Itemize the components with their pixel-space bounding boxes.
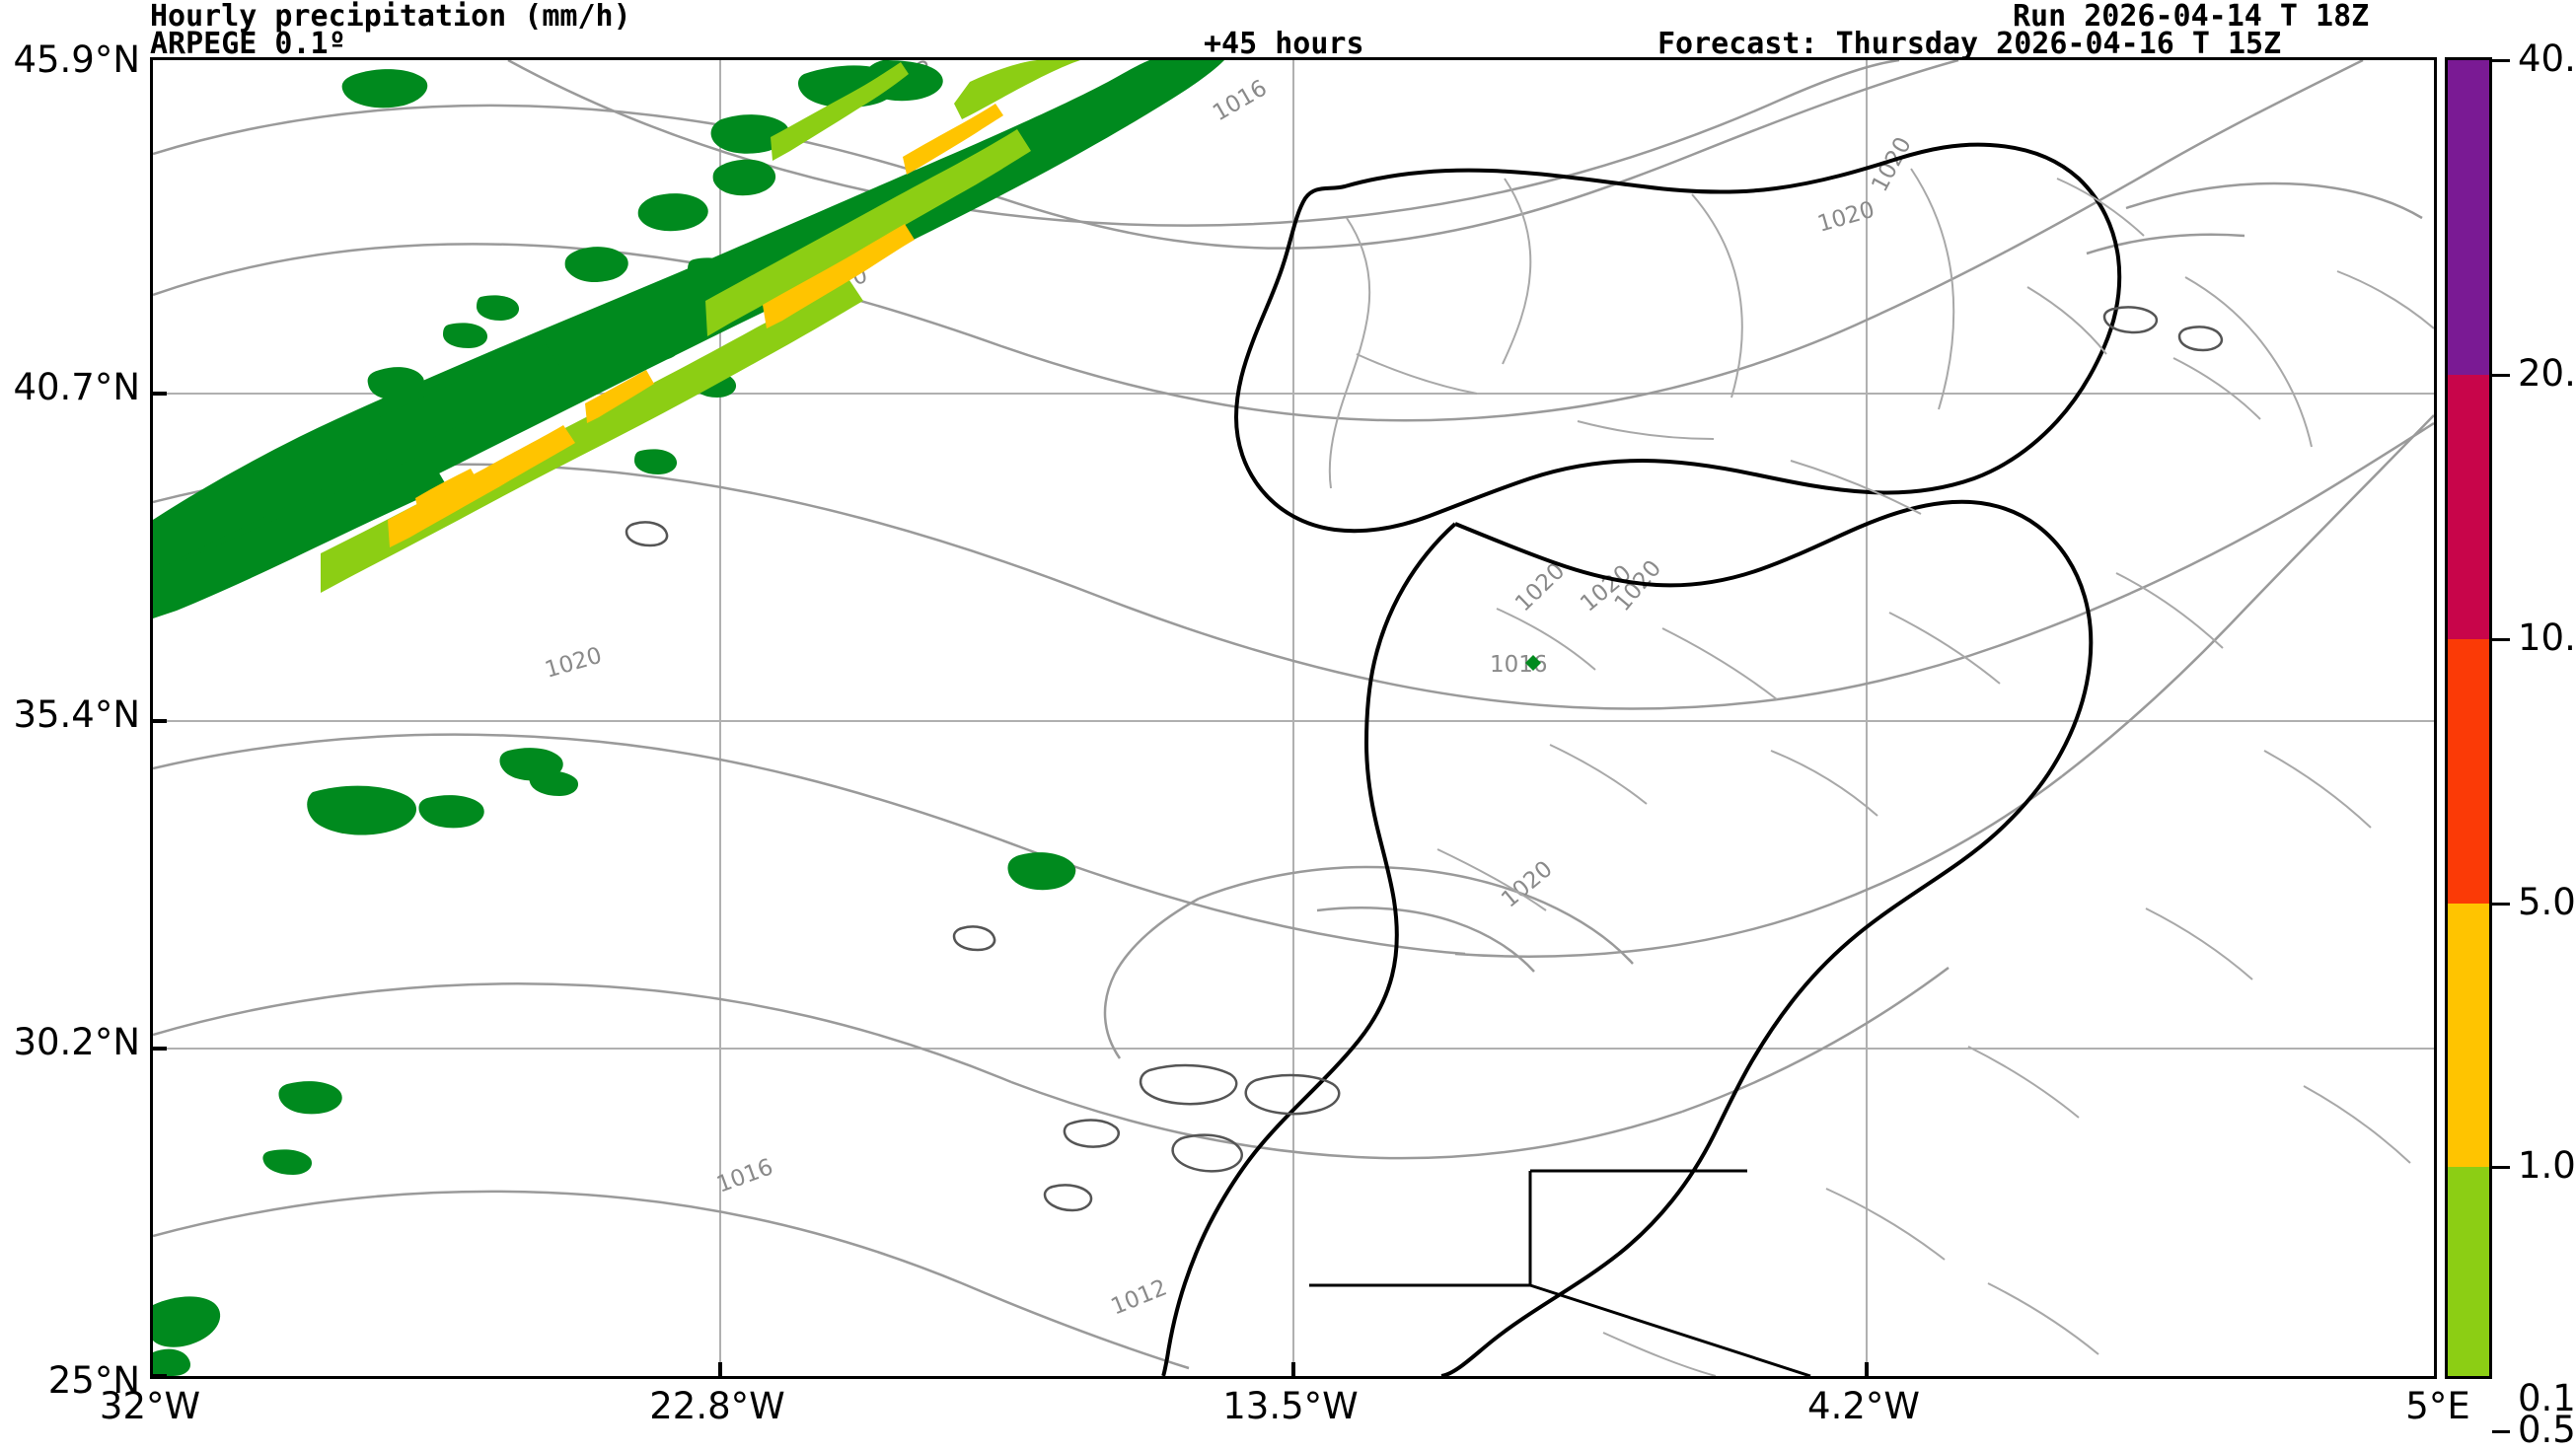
svg-text:1020: 1020 [1814,197,1877,238]
x-tick-label: 13.5°W [1222,1385,1359,1427]
precip-band-0p5 [321,60,1080,593]
svg-text:1016: 1016 [713,1154,776,1197]
weather-map: 1012 1016 1020 1020 1016 1012 1020 1020 … [153,60,2434,1376]
colorbar[interactable] [2445,57,2492,1379]
x-tick-label: 22.8°W [649,1385,785,1427]
colorbar-segment-20-40 [2448,60,2489,375]
colorbar-tick-label: 40.0 [2518,37,2576,80]
forecast-valid-label: Forecast: Thursday 2026-04-16 T 15Z [1657,27,2282,61]
lead-time-label: +45 hours [1204,27,1364,61]
y-tick-label: 25°N [47,1359,140,1402]
colorbar-segment-0.5-1 [2448,1167,2489,1376]
colorbar-tick-label: 0.5 [2518,1409,2576,1451]
colorbar-segment-10-20 [2448,375,2489,639]
x-tick-label: 32°W [99,1385,201,1427]
run-timestamp-label: Run 2026-04-14 T 18Z [2013,0,2370,34]
coastlines [1161,142,2122,1376]
colorbar-segment-5-10 [2448,639,2489,904]
chart-header: Hourly precipitation (mm/h) ARPEGE 0.1º … [0,0,2576,61]
colorbar-segment-1-5 [2448,904,2489,1167]
precip-band-1p0 [388,104,1003,547]
x-tick-label: 4.2°W [1807,1385,1920,1427]
y-tick-label: 35.4°N [13,693,140,736]
precip-band-0p1 [153,60,1224,1376]
svg-text:1020: 1020 [542,643,604,684]
y-tick-label: 40.7°N [13,366,140,408]
colorbar-tick-label: 20.0 [2518,352,2576,395]
colorbar-tick-label: 5.0 [2518,881,2576,923]
model-label: ARPEGE 0.1º [150,27,346,61]
colorbar-tick-label-min: 0.1 [2518,1377,2576,1419]
colorbar-tick-label: 10.0 [2518,617,2576,659]
y-tick-label: 45.9°N [13,38,140,81]
svg-text:1016: 1016 [1209,75,1272,126]
x-tick-label: 5°E [2405,1385,2470,1427]
page-title: Hourly precipitation (mm/h) [150,0,631,34]
graticule-gridlines [153,60,2434,1376]
colorbar-tick-label: 1.0 [2518,1144,2576,1187]
inland-borders [1328,168,2434,1376]
precip-point-marker [1525,655,1541,671]
map-plot-area[interactable]: 1012 1016 1020 1020 1016 1012 1020 1020 … [150,57,2437,1379]
y-tick-label: 30.2°N [13,1021,140,1063]
island-outlines [321,306,2224,1212]
isobar-contours [153,60,2434,1370]
svg-text:1012: 1012 [1108,1275,1171,1321]
